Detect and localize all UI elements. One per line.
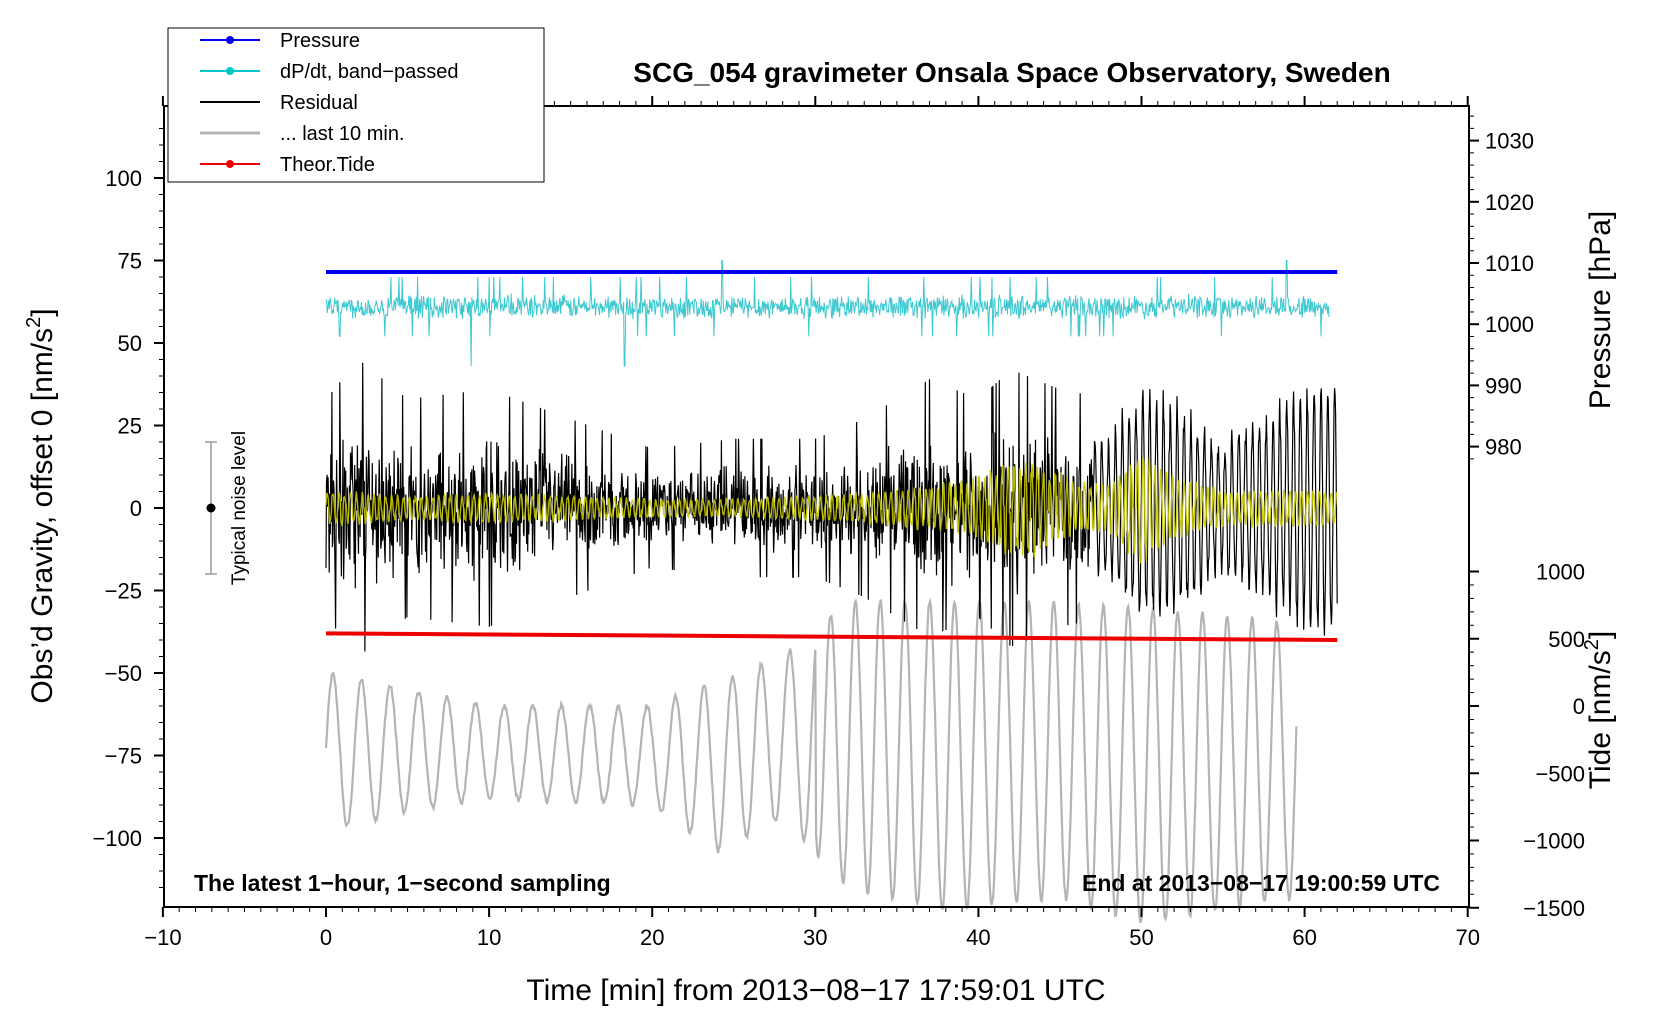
y-tick-label: 75: [118, 249, 142, 274]
pressure-tick-label: 1020: [1485, 190, 1534, 215]
pressure-axis-title: Pressure [hPa]: [1584, 211, 1617, 409]
pressure-tick-label: 980: [1485, 435, 1522, 460]
tide-tick-label: −1000: [1523, 829, 1585, 854]
series-residual-bandpassed-line: [325, 456, 1338, 564]
x-tick-label: 60: [1292, 925, 1316, 950]
legend-marker: [226, 160, 234, 168]
legend-box: [167, 27, 545, 183]
noise-bar-label: Typical noise level: [229, 431, 250, 585]
x-axis-title: Time [min] from 2013−08−17 17:59:01 UTC: [526, 974, 1105, 1007]
x-tick-label: 10: [477, 925, 501, 950]
tide-tick-label: 0: [1573, 694, 1585, 719]
tide-tick-label: 1000: [1536, 560, 1585, 585]
data-layer: [324, 260, 1338, 924]
pressure-tick-label: 1010: [1485, 251, 1534, 276]
chart-title: SCG_054 gravimeter Onsala Space Observat…: [633, 57, 1390, 88]
plot-frame: [163, 105, 1470, 908]
tide-axis-title-main: Tide [nm/s: [1584, 650, 1617, 789]
tide-tick-label: −1500: [1523, 896, 1585, 921]
legend: Pressure dP/dt, band−passed Residual ... la…: [167, 27, 545, 183]
y-axis-title-exponent: 2: [23, 317, 45, 328]
y-axis-title: Obs’d Gravity, offset 0 [nm/s2]: [23, 308, 59, 703]
pressure-tick-label: 1030: [1485, 129, 1534, 154]
x-tick-label: 40: [966, 925, 990, 950]
pressure-tick-label: 990: [1485, 373, 1522, 398]
y-tick-label: 25: [118, 414, 142, 439]
legend-marker: [226, 67, 234, 75]
pressure-tick-label: 1000: [1485, 312, 1534, 337]
noise-bar-center-dot: [206, 503, 216, 513]
legend-label: ... last 10 min.: [280, 123, 405, 145]
y-tick-label: 50: [118, 331, 142, 356]
series-residual-line: [325, 362, 1338, 652]
legend-label: Residual: [280, 92, 358, 114]
y-tick-label: −50: [105, 661, 142, 686]
series-last-10-min-line: [324, 597, 1298, 924]
legend-label: dP/dt, band−passed: [280, 61, 458, 83]
legend-label: Theor.Tide: [280, 154, 375, 176]
annotation-sampling: The latest 1−hour, 1−second sampling: [194, 870, 611, 896]
legend-marker: [226, 36, 234, 44]
tide-tick-label: 500: [1548, 627, 1585, 652]
x-tick-label: 50: [1129, 925, 1153, 950]
x-tick-label: 30: [803, 925, 827, 950]
x-tick-label: 70: [1455, 925, 1479, 950]
tide-axis-title-exponent: 2: [1581, 639, 1603, 650]
x-tick-label: −10: [144, 925, 181, 950]
y-tick-label: 100: [105, 166, 142, 191]
y-tick-label: −25: [105, 579, 142, 604]
series-theor-tide-line: [325, 631, 1338, 642]
y-axis-title-main: Obs’d Gravity, offset 0 [nm/s: [26, 328, 59, 704]
noise-bar: Typical noise level: [205, 431, 250, 585]
tide-tick-label: −500: [1535, 761, 1585, 786]
y-tick-label: −100: [92, 826, 142, 851]
series-dpdt-line: [325, 260, 1330, 367]
tide-axis-title: Tide [nm/s2]: [1581, 631, 1617, 789]
y-axis-title-close: ]: [26, 308, 59, 316]
y-tick-label: −75: [105, 744, 142, 769]
annotation-end-time: End at 2013−08−17 19:00:59 UTC: [1082, 870, 1440, 896]
x-tick-label: 0: [320, 925, 332, 950]
legend-label: Pressure: [280, 30, 360, 52]
ticks-layer: −10 0 10 20 30 40 50 60 70−100−75−50−25025507510…: [92, 96, 1585, 950]
tide-axis-title-close: ]: [1584, 631, 1617, 639]
y-tick-label: 0: [130, 496, 142, 521]
x-tick-label: 20: [640, 925, 664, 950]
